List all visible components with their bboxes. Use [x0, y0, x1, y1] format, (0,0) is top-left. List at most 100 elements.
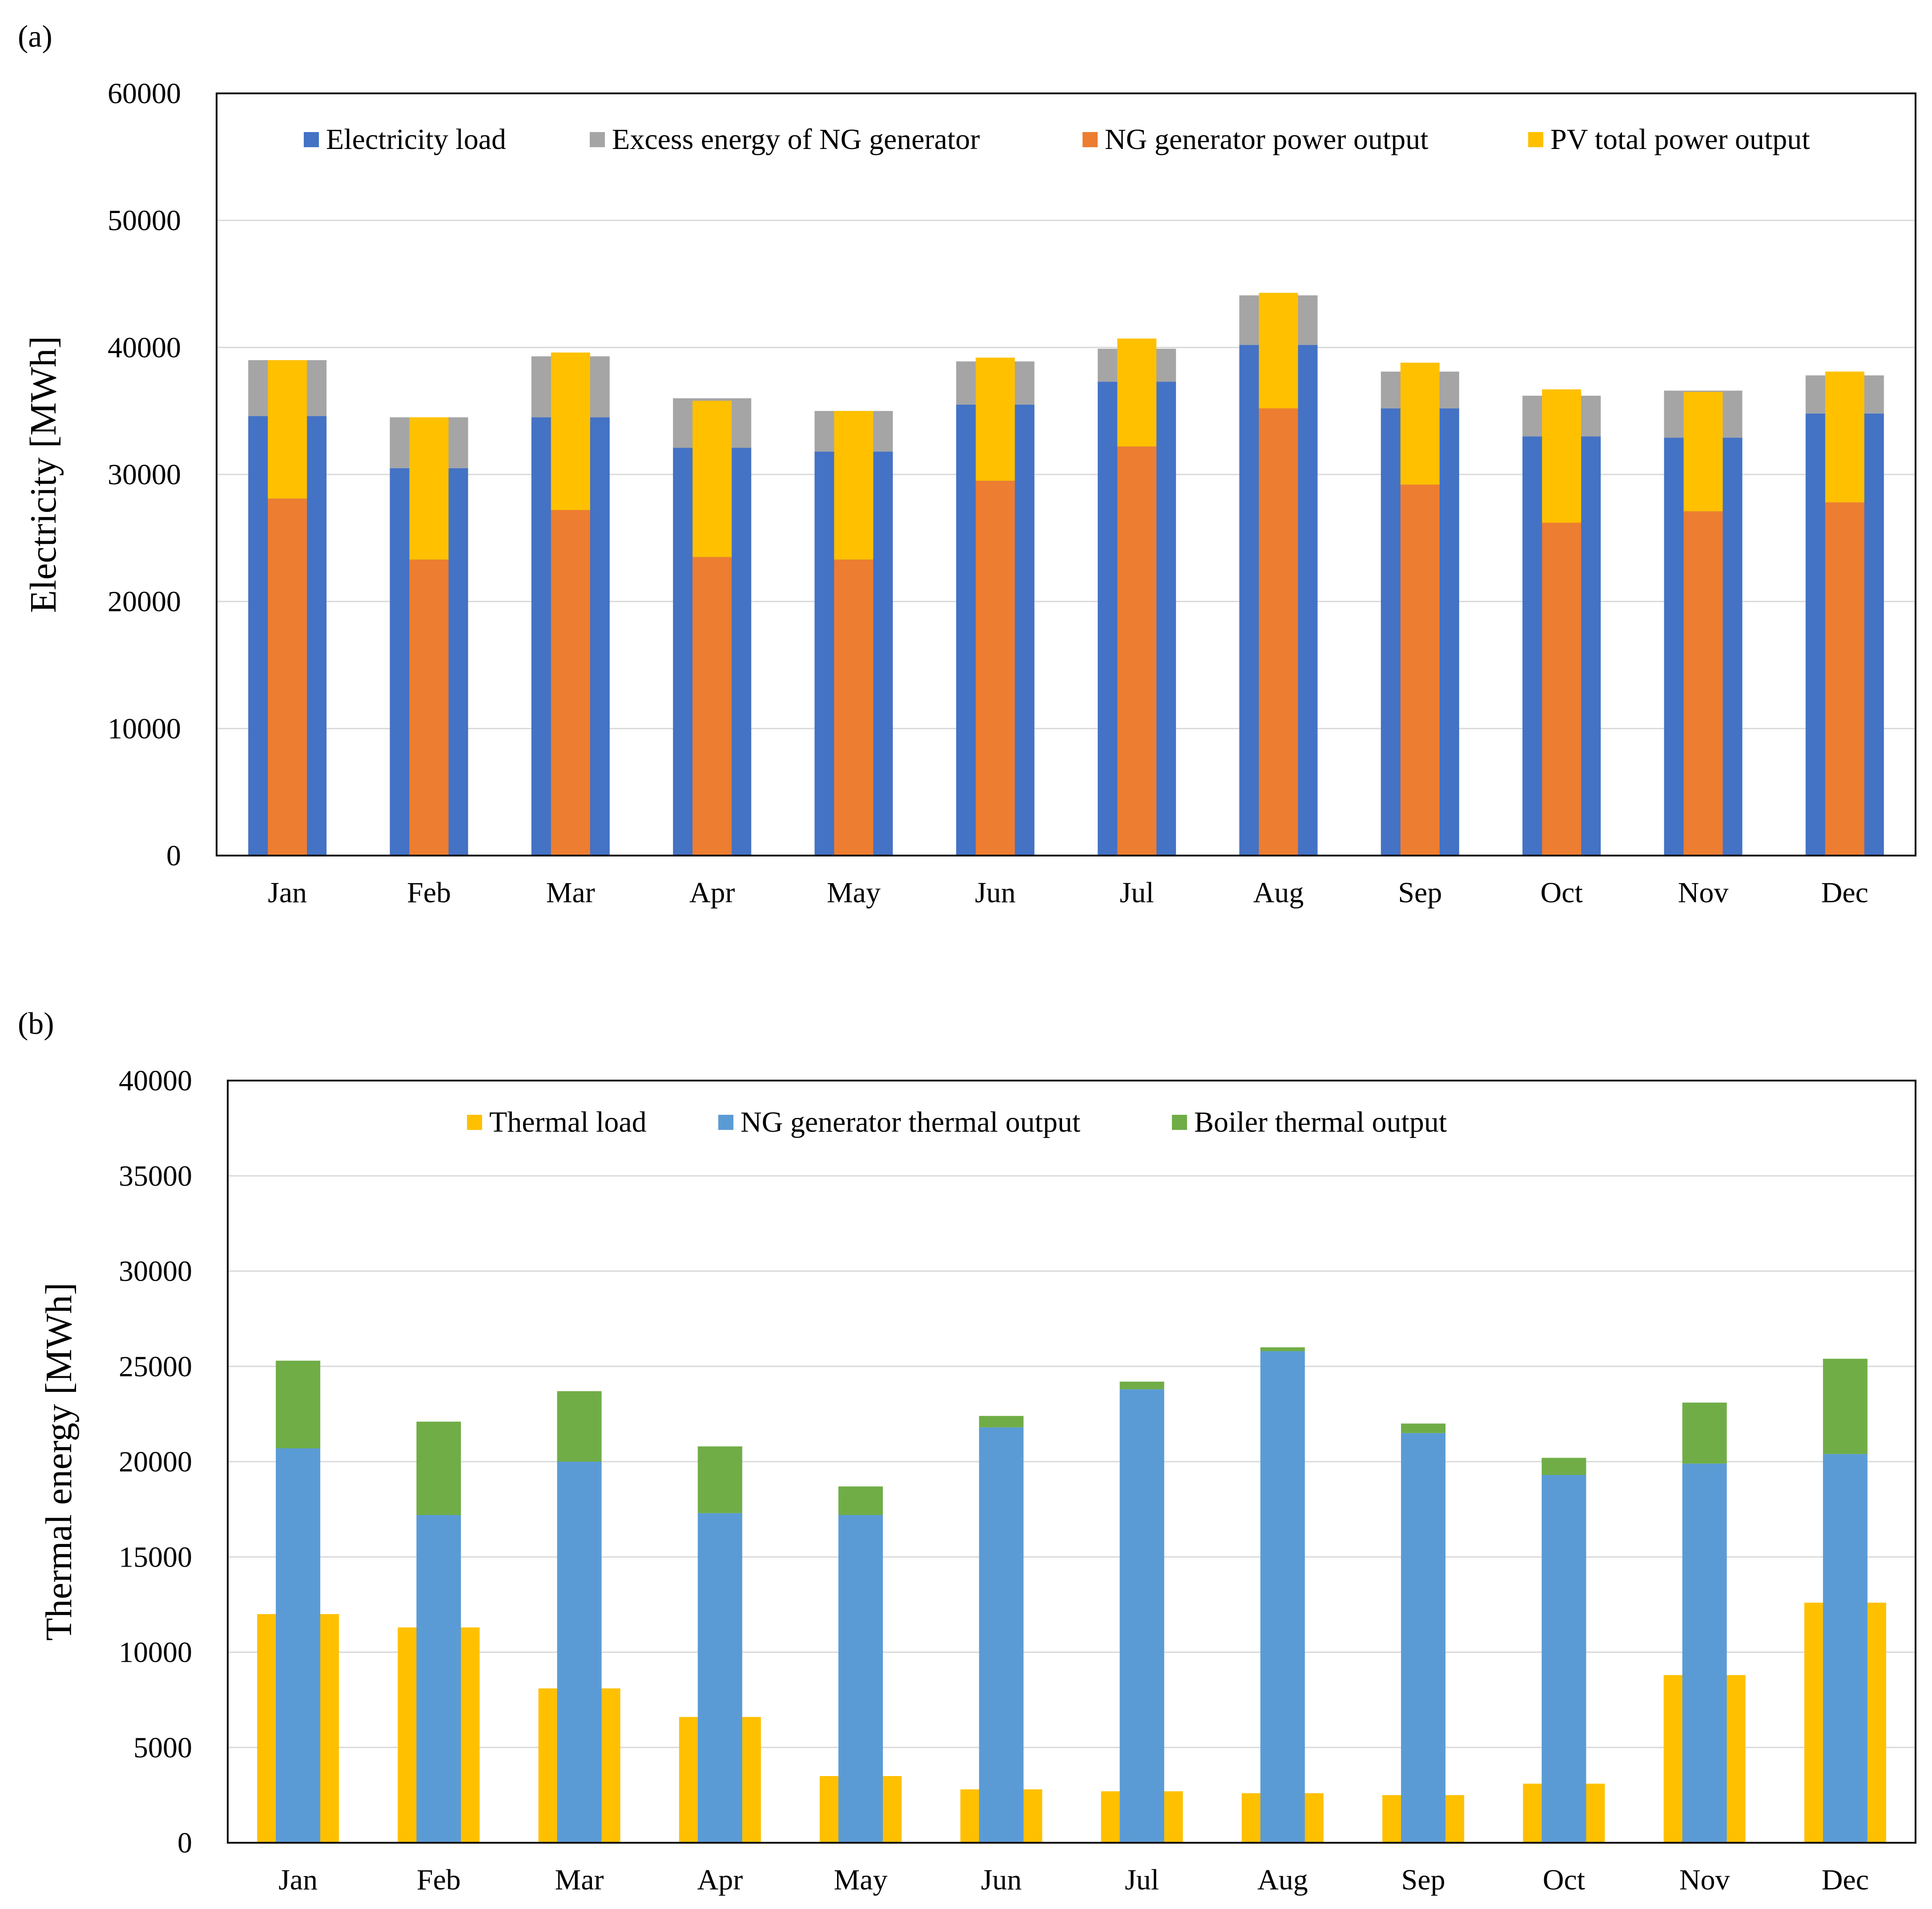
- legend-swatch-boiler-thermal-output: [1172, 1115, 1187, 1130]
- bar-pv-total-power-output-mar: [551, 352, 590, 510]
- bar-pv-total-power-output-apr: [692, 401, 732, 557]
- y-tick-label: 40000: [108, 331, 181, 364]
- x-tick-labels-a: Jan Feb Mar Apr May Jun Jul Aug Sep Oct Nov Dec: [268, 876, 1868, 909]
- bar-pv-total-power-output-nov: [1683, 392, 1723, 511]
- legend-swatch-pv-total-power-output: [1528, 132, 1543, 147]
- y-tick-label: 30000: [119, 1255, 192, 1288]
- x-tick-label: Aug: [1257, 1864, 1308, 1896]
- bar-ng-generator-thermal-output-sep: [1401, 1433, 1446, 1843]
- chart-panel-a: (a) 0 10000 20000 30000 40000 50000 60000 Jan F…: [18, 20, 1916, 909]
- bar-pv-total-power-output-sep: [1400, 362, 1440, 485]
- bar-ng-generator-power-output-aug: [1259, 408, 1298, 856]
- x-tick-label: Jan: [278, 1864, 318, 1896]
- bar-boiler-thermal-output-may: [838, 1486, 883, 1515]
- bar-ng-generator-thermal-output-oct: [1542, 1475, 1586, 1843]
- bar-ng-generator-thermal-output-may: [838, 1515, 883, 1843]
- y-tick-labels-b: 0 5000 10000 15000 20000 25000 30000 35000 40000: [119, 1065, 192, 1859]
- legend-label-boiler-thermal-output: Boiler thermal output: [1194, 1106, 1447, 1138]
- bar-ng-generator-thermal-output-mar: [557, 1462, 602, 1843]
- bar-ng-generator-thermal-output-jun: [979, 1427, 1024, 1843]
- gridlines-b: [228, 1175, 1916, 1748]
- bar-boiler-thermal-output-apr: [697, 1446, 742, 1513]
- x-tick-label: Jan: [268, 876, 307, 909]
- legend-label-excess-energy-of-ng-generator: Excess energy of NG generator: [612, 123, 980, 156]
- legend-swatch-ng-generator-thermal-output: [718, 1115, 733, 1130]
- bar-ng-generator-thermal-output-jan: [276, 1448, 321, 1843]
- x-tick-label: Dec: [1822, 1864, 1869, 1896]
- bar-pv-total-power-output-aug: [1259, 293, 1298, 409]
- bar-boiler-thermal-output-feb: [416, 1422, 461, 1515]
- panel-label-b: (b): [18, 1007, 54, 1041]
- x-tick-label: Oct: [1541, 876, 1583, 909]
- bar-boiler-thermal-output-jul: [1119, 1382, 1164, 1390]
- gridlines-a: [217, 220, 1916, 729]
- y-tick-label: 20000: [108, 586, 181, 618]
- bar-boiler-thermal-output-aug: [1260, 1347, 1305, 1351]
- legend-label-pv-total-power-output: PV total power output: [1550, 123, 1810, 156]
- legend-label-electricity-load: Electricity load: [326, 123, 506, 156]
- bar-ng-generator-power-output-jan: [268, 498, 307, 856]
- bar-boiler-thermal-output-jan: [276, 1360, 321, 1449]
- y-tick-label: 30000: [108, 458, 181, 491]
- x-tick-label: Jun: [975, 876, 1016, 909]
- legend-label-thermal-load: Thermal load: [489, 1106, 647, 1138]
- bar-boiler-thermal-output-oct: [1542, 1458, 1586, 1475]
- bar-boiler-thermal-output-sep: [1401, 1423, 1446, 1433]
- x-tick-label: Nov: [1678, 876, 1729, 909]
- bar-ng-generator-power-output-jun: [975, 481, 1015, 856]
- legend-label-ng-generator-power-output: NG generator power output: [1105, 123, 1429, 156]
- bar-ng-generator-power-output-may: [834, 559, 873, 856]
- bar-ng-generator-thermal-output-dec: [1823, 1454, 1868, 1843]
- bar-boiler-thermal-output-nov: [1682, 1403, 1727, 1464]
- x-tick-label: Feb: [417, 1864, 461, 1896]
- bar-pv-total-power-output-dec: [1825, 371, 1864, 502]
- y-tick-labels-a: 0 10000 20000 30000 40000 50000 60000: [108, 77, 181, 872]
- y-tick-label: 0: [166, 840, 181, 872]
- legend-b: Thermal load NG generator thermal output B…: [467, 1106, 1447, 1138]
- y-tick-label: 50000: [108, 205, 181, 237]
- x-tick-label: Aug: [1253, 876, 1304, 909]
- x-tick-label: Dec: [1821, 876, 1868, 909]
- x-tick-label: Sep: [1398, 876, 1442, 909]
- y-tick-label: 15000: [119, 1541, 192, 1573]
- y-tick-label: 10000: [119, 1636, 192, 1669]
- bar-pv-total-power-output-may: [834, 411, 873, 560]
- bar-ng-generator-power-output-jul: [1117, 446, 1157, 856]
- plot-frame-b: [227, 1080, 1916, 1844]
- x-tick-label: Feb: [407, 876, 451, 909]
- legend-swatch-thermal-load: [467, 1115, 482, 1130]
- x-tick-labels-b: Jan Feb Mar Apr May Jun Jul Aug Sep Oct Nov Dec: [278, 1864, 1869, 1896]
- bar-boiler-thermal-output-dec: [1823, 1358, 1868, 1454]
- bars-b: [257, 1347, 1886, 1843]
- legend-a: Electricity load Excess energy of NG gene…: [304, 123, 1810, 156]
- bar-pv-total-power-output-jan: [268, 360, 307, 499]
- legend-swatch-ng-generator-power-output: [1083, 132, 1098, 147]
- bar-ng-generator-thermal-output-jul: [1119, 1389, 1164, 1843]
- x-tick-label: May: [834, 1864, 888, 1896]
- y-tick-label: 40000: [119, 1065, 192, 1097]
- panel-label-a: (a): [18, 20, 52, 54]
- x-tick-label: Nov: [1679, 1864, 1730, 1896]
- y-tick-label: 5000: [133, 1732, 192, 1764]
- bar-pv-total-power-output-feb: [409, 417, 449, 560]
- legend-swatch-electricity-load: [304, 132, 319, 147]
- bars-a: [248, 293, 1884, 856]
- bar-ng-generator-power-output-nov: [1683, 511, 1723, 856]
- bar-ng-generator-power-output-sep: [1400, 484, 1440, 856]
- x-tick-label: Apr: [689, 876, 735, 909]
- bar-ng-generator-power-output-apr: [692, 557, 732, 856]
- legend-label-ng-generator-thermal-output: NG generator thermal output: [741, 1106, 1080, 1138]
- plot-frame-a: [216, 92, 1916, 856]
- bar-ng-generator-thermal-output-feb: [416, 1515, 461, 1843]
- legend-swatch-excess-energy-of-ng-generator: [590, 132, 605, 147]
- x-tick-label: Apr: [697, 1864, 743, 1896]
- bar-ng-generator-thermal-output-nov: [1682, 1463, 1727, 1843]
- y-axis-title-b: Thermal energy [MWh]: [38, 1282, 80, 1640]
- x-tick-label: Jul: [1120, 876, 1154, 909]
- y-tick-label: 35000: [119, 1160, 192, 1192]
- bar-ng-generator-thermal-output-aug: [1260, 1351, 1305, 1843]
- x-tick-label: Jun: [981, 1864, 1022, 1896]
- chart-panel-b: (b) 0 5000 10000 15000 20000 25000 30000 35000 4…: [18, 1007, 1916, 1896]
- bar-ng-generator-power-output-dec: [1825, 502, 1864, 856]
